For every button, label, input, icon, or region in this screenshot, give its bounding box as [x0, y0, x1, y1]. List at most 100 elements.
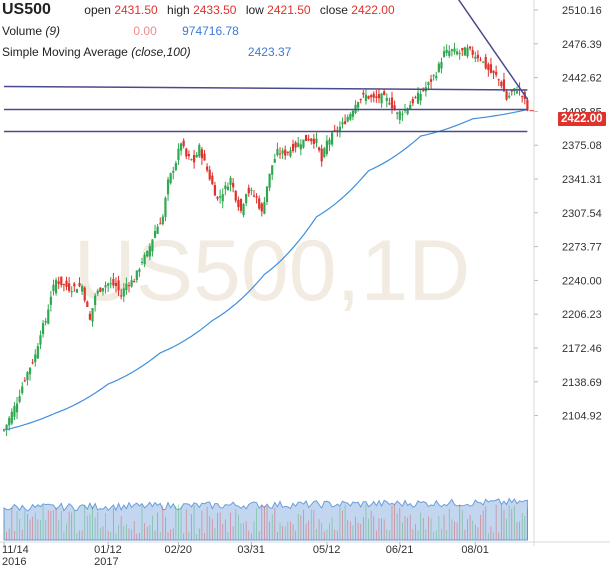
candle-body: [372, 93, 375, 98]
candle-body: [310, 138, 313, 142]
candle-body: [15, 403, 19, 413]
candle-body: [351, 110, 355, 117]
candle-body: [177, 148, 180, 161]
candle-body: [10, 411, 13, 424]
x-tick-label: 05/12: [313, 544, 341, 556]
candle-body: [187, 154, 190, 157]
candle-body: [510, 90, 513, 92]
candle-body: [26, 372, 29, 381]
candle-body: [185, 148, 188, 157]
candle-body: [221, 194, 224, 202]
candle-body: [325, 140, 328, 154]
candle-body: [411, 99, 414, 104]
candle-body: [482, 61, 485, 63]
candle-body: [190, 159, 193, 161]
candle-body: [500, 81, 503, 87]
candle-body: [281, 150, 284, 154]
candle-body: [333, 130, 336, 132]
candle-body: [62, 284, 65, 286]
candle-body: [479, 59, 482, 61]
high-label: high: [167, 3, 190, 17]
candle-body: [341, 122, 344, 125]
candle-body: [161, 216, 164, 224]
candle-body: [86, 301, 89, 308]
candle-body: [390, 97, 394, 109]
candle-body: [380, 93, 383, 104]
open-value: 2431.50: [114, 3, 158, 17]
candle-body: [159, 223, 162, 225]
x-tick-label: 06/21: [386, 544, 414, 556]
candle-body: [208, 169, 211, 180]
candle-body: [315, 138, 318, 143]
candle-body: [237, 199, 240, 208]
candle-body: [461, 48, 464, 51]
candle-body: [383, 91, 386, 96]
candle-body: [349, 113, 352, 120]
candle-body: [471, 50, 474, 55]
candle-body: [166, 179, 170, 195]
candle-body: [224, 185, 227, 189]
candle-body: [304, 134, 308, 141]
candle-body: [60, 276, 63, 286]
low-label: low: [245, 3, 264, 17]
candle-body: [133, 281, 136, 283]
candle-body: [370, 95, 373, 98]
candle-body: [172, 170, 175, 173]
last-price-tag: 2422.00: [558, 112, 606, 126]
volume-value-1: 0.00: [133, 24, 157, 38]
candle-body: [276, 148, 279, 156]
candle-body: [278, 153, 282, 155]
candle-body: [36, 346, 39, 359]
y-tick-label: 2476.39: [562, 39, 602, 51]
candle-body: [88, 313, 92, 320]
candle-body: [34, 354, 37, 363]
candle-body: [125, 283, 128, 291]
candle-body: [442, 51, 446, 57]
candle-body: [107, 283, 110, 286]
candle-body: [122, 288, 125, 297]
candle-body: [401, 113, 404, 115]
candle-body: [81, 286, 84, 292]
candle-body: [364, 94, 368, 101]
y-tick-label: 2273.77: [562, 242, 602, 254]
candle-body: [521, 96, 524, 98]
candle-body: [47, 309, 50, 324]
candle-body: [416, 92, 420, 104]
candle-body: [463, 47, 467, 56]
x-tick-label: 08/01: [461, 544, 489, 556]
sma-legend: Simple Moving Average (close,100) 2423.3…: [2, 45, 291, 59]
candle-body: [67, 283, 71, 291]
candle-body: [393, 105, 396, 111]
candle-body: [489, 64, 493, 73]
candle-body: [476, 54, 480, 59]
candle-body: [263, 202, 266, 214]
candle-body: [219, 196, 222, 198]
candle-body: [211, 175, 214, 185]
candle-body: [409, 104, 412, 110]
candles-group: [2, 42, 529, 437]
candle-body: [317, 147, 321, 151]
candle-body: [229, 177, 232, 185]
y-tick-label: 2240.00: [562, 275, 602, 287]
candle-body: [104, 285, 107, 288]
candle-body: [96, 290, 99, 294]
candle-body: [526, 99, 529, 111]
close-label: close: [319, 3, 348, 17]
candle-body: [146, 250, 149, 257]
candle-body: [440, 62, 443, 69]
x-tick-label: 03/31: [237, 544, 265, 556]
candle-body: [70, 291, 73, 293]
x-tick-label: 02/20: [164, 544, 192, 556]
candle-body: [375, 96, 378, 98]
candle-body: [260, 203, 263, 212]
trendline: [457, 0, 529, 100]
candle-body: [192, 155, 196, 163]
candle-body: [135, 270, 138, 281]
candle-body: [31, 362, 34, 364]
candle-body: [330, 132, 334, 145]
sma-label: Simple Moving Average: [2, 45, 128, 59]
candle-body: [213, 185, 217, 196]
candle-body: [469, 46, 472, 49]
